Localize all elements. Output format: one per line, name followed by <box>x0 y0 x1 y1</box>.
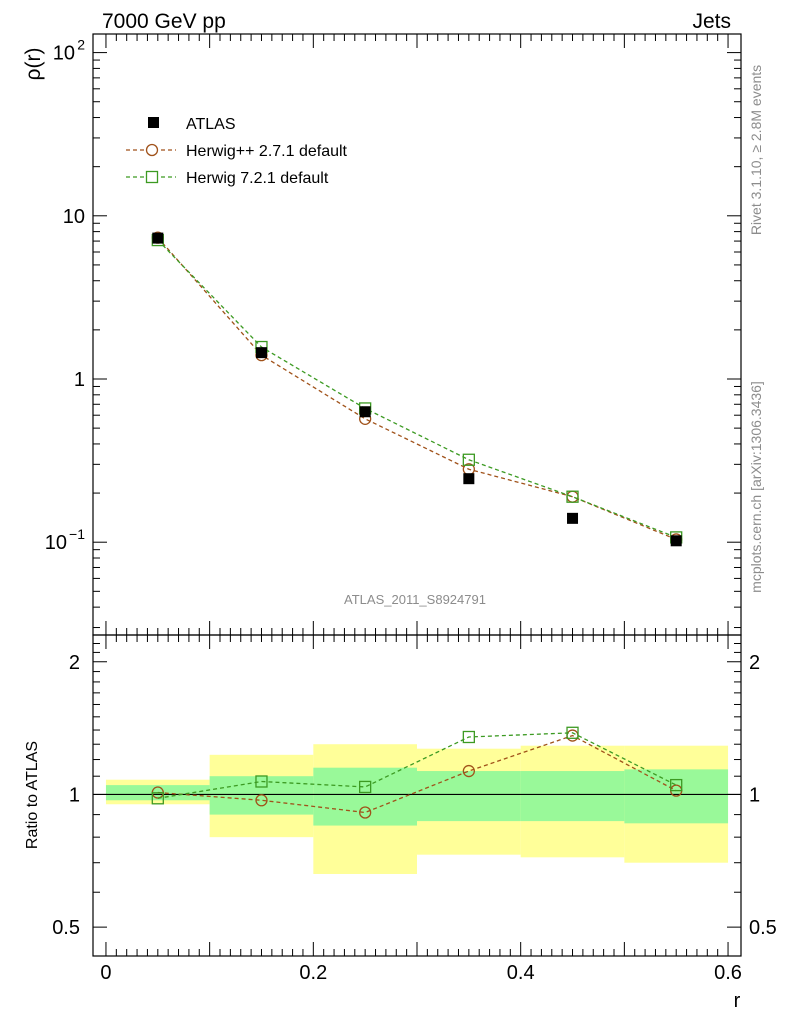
stat-uncertainty-band <box>313 767 417 826</box>
main-panel-series <box>151 231 683 547</box>
ratio-panel-series <box>151 726 683 819</box>
main-y-tick-label: 10 <box>63 206 85 228</box>
main-y-tick-label: 1 <box>74 369 85 391</box>
data-point-herwig7 <box>462 730 475 744</box>
main-y-tick-label: 10 <box>53 43 75 65</box>
mcplots-info-label: mcplots.cern.ch [arXiv:1306.3436] <box>748 381 764 593</box>
main-y-tick-label: 10 <box>45 532 67 554</box>
legend-marker-herwigpp <box>145 143 159 157</box>
data-point-herwig7 <box>566 490 579 503</box>
legend-marker-herwig7 <box>145 170 159 184</box>
x-tick-label: 0 <box>100 962 111 984</box>
main-y-tick-exponent: −1 <box>69 526 85 542</box>
ratio-y-axis-label: Ratio to ATLAS <box>24 741 41 849</box>
series-line <box>157 732 677 799</box>
data-point-atlas <box>463 473 475 485</box>
data-point-herwig7 <box>151 792 164 805</box>
data-point-herwig7 <box>670 778 683 792</box>
x-tick-label: 0.4 <box>507 962 535 984</box>
data-point-atlas <box>255 347 267 359</box>
ratio-y-tick-label-right: 2 <box>749 652 760 674</box>
legend-marker-atlas <box>148 117 159 128</box>
ratio-y-tick-label-left: 2 <box>69 652 80 674</box>
x-tick-label: 0.2 <box>299 962 327 984</box>
header-left-label: 7000 GeV pp <box>102 10 226 33</box>
x-axis-label: r <box>734 990 741 1012</box>
main-y-tick-exponent: 2 <box>77 37 85 53</box>
data-point-herwig7 <box>462 453 475 466</box>
ratio-y-tick-label-left: 0.5 <box>52 917 80 939</box>
header-right-label: Jets <box>692 10 731 33</box>
analysis-label: ATLAS_2011_S8924791 <box>344 592 486 607</box>
data-point-herwigpp <box>359 806 372 819</box>
x-tick-label: 0.6 <box>714 962 742 984</box>
series-line <box>157 237 677 541</box>
axis-ticks <box>93 34 741 956</box>
legend-label-herwigpp: Herwig++ 2.7.1 default <box>186 143 348 160</box>
ratio-y-tick-label-right: 1 <box>749 784 760 806</box>
ratio-y-tick-label-right: 0.5 <box>749 917 777 939</box>
stat-uncertainty-band <box>417 771 521 822</box>
data-point-herwigpp <box>462 764 475 778</box>
series-line <box>157 239 677 539</box>
data-point-atlas <box>359 406 371 418</box>
data-point-herwig7 <box>359 780 372 794</box>
legend-label-atlas: ATLAS <box>186 116 236 133</box>
data-point-atlas <box>152 232 164 244</box>
legend: ATLAS Herwig++ 2.7.1 default Herwig 7.2.… <box>126 116 348 187</box>
legend-label-herwig7: Herwig 7.2.1 default <box>186 170 329 187</box>
data-point-atlas <box>567 512 579 524</box>
data-point-herwig7 <box>566 726 579 739</box>
data-point-herwigpp <box>255 794 268 807</box>
data-point-atlas <box>670 535 682 547</box>
main-y-axis-label: ρ(r) <box>22 48 45 81</box>
data-point-herwig7 <box>255 775 268 788</box>
ratio-y-tick-label-left: 1 <box>69 784 80 806</box>
stat-uncertainty-band <box>520 771 625 822</box>
ratio-uncertainty-bands <box>105 744 729 874</box>
rivet-info-label: Rivet 3.1.10, ≥ 2.8M events <box>748 65 764 235</box>
series-line <box>157 734 677 814</box>
